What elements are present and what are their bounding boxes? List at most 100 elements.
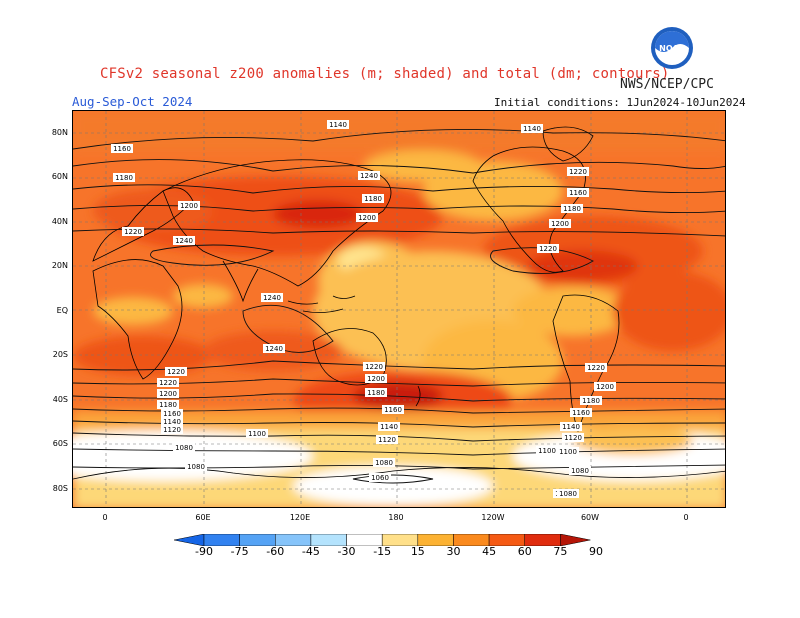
contour-label: 1240	[263, 344, 285, 353]
svg-text:1100: 1100	[559, 448, 577, 456]
svg-text:1060: 1060	[371, 474, 389, 482]
contour-label: 1140	[521, 124, 543, 133]
svg-text:1160: 1160	[163, 410, 181, 418]
svg-text:1080: 1080	[175, 444, 193, 452]
svg-text:1160: 1160	[572, 409, 590, 417]
svg-text:1160: 1160	[569, 189, 587, 197]
contour-label: 1200	[356, 213, 378, 222]
contour-label: 1160	[570, 408, 592, 417]
lon-label: 60W	[580, 513, 600, 522]
svg-text:1240: 1240	[263, 294, 281, 302]
colorbar-label: -45	[301, 545, 320, 558]
lon-label: 60E	[195, 513, 211, 522]
contour-label: 1240	[358, 171, 380, 180]
contour-labels: 1140 1140 1160 1180 1200 1220 1240 1180 …	[111, 120, 616, 498]
contour-label: 1200	[157, 389, 179, 398]
lat-label: 80S	[52, 484, 68, 493]
svg-text:1080: 1080	[375, 459, 393, 467]
contour-label: 1120	[562, 433, 584, 442]
lat-label: 60N	[51, 172, 68, 181]
noaa-logo: NOAA	[651, 27, 693, 69]
contour-label: 1140	[327, 120, 349, 129]
colorbar-cell	[560, 534, 591, 546]
colorbar-label: -60	[266, 545, 285, 558]
svg-text:1220: 1220	[365, 363, 383, 371]
svg-text:1200: 1200	[358, 214, 376, 222]
svg-text:1120: 1120	[378, 436, 396, 444]
svg-text:1240: 1240	[265, 345, 283, 353]
svg-text:1080: 1080	[187, 463, 205, 471]
svg-text:1240: 1240	[360, 172, 378, 180]
svg-text:1200: 1200	[367, 375, 385, 383]
lon-label: 120E	[289, 513, 311, 522]
contour-label: 1220	[165, 367, 187, 376]
contour-label: 1180	[580, 396, 602, 405]
contour-label: 1200	[365, 374, 387, 383]
agency-label: NWS/NCEP/CPC	[620, 77, 714, 92]
svg-text:1240: 1240	[175, 237, 193, 245]
colorbar-label: 15	[410, 545, 425, 558]
svg-text:1200: 1200	[159, 390, 177, 398]
lat-label: 40S	[52, 395, 68, 404]
contour-label: 1220	[122, 227, 144, 236]
svg-text:1160: 1160	[384, 406, 402, 414]
lat-label: 20N	[51, 261, 68, 270]
contour-label: 1200	[178, 201, 200, 210]
contour-label: 1140	[560, 422, 582, 431]
colorbar-label: 60	[517, 545, 532, 558]
colorbar-label: -90	[195, 545, 213, 558]
svg-text:1220: 1220	[124, 228, 142, 236]
svg-text:1220: 1220	[159, 379, 177, 387]
contour-label: 1220	[363, 362, 385, 371]
contour-label: 1160	[111, 144, 133, 153]
contour-label: 1080	[557, 489, 579, 498]
map-canvas: 1140 1140 1160 1180 1200 1220 1240 1180 …	[73, 111, 725, 507]
contour-label: 1180	[157, 400, 179, 409]
colorbar-label: -15	[373, 545, 392, 558]
colorbar-label: 45	[482, 545, 497, 558]
contour-label: 1080	[373, 458, 395, 467]
map-gridlines	[73, 111, 725, 507]
contour-label: 1100	[557, 447, 579, 456]
contour-label: 1180	[561, 204, 583, 213]
contour-label: 1220	[157, 378, 179, 387]
colorbar-label: -30	[337, 545, 356, 558]
lon-label: 120W	[481, 513, 505, 522]
contour-label: 1220	[585, 363, 607, 372]
contour-label: 1160	[161, 409, 183, 418]
svg-text:1100: 1100	[248, 430, 266, 438]
svg-text:1180: 1180	[115, 174, 133, 182]
contour-label: 1180	[113, 173, 135, 182]
contour-label: 1220	[567, 167, 589, 176]
colorbar-label: 90	[589, 545, 603, 558]
svg-text:1080: 1080	[571, 467, 589, 475]
contour-label: 1060	[369, 473, 391, 482]
svg-text:1140: 1140	[380, 423, 398, 431]
contour-label: 1140	[378, 422, 400, 431]
svg-text:1220: 1220	[587, 364, 605, 372]
svg-text:1080: 1080	[559, 490, 577, 498]
anomaly-map: 1140 1140 1160 1180 1200 1220 1240 1180 …	[72, 110, 726, 508]
svg-text:1140: 1140	[329, 121, 347, 129]
lat-label: 40N	[51, 217, 68, 226]
svg-text:1200: 1200	[596, 383, 614, 391]
initial-conditions: Initial conditions: 1Jun2024-10Jun2024	[494, 96, 746, 109]
svg-text:1120: 1120	[163, 426, 181, 434]
contour-label: 1100	[536, 446, 558, 455]
svg-text:1180: 1180	[582, 397, 600, 405]
lat-label: 20S	[52, 350, 68, 359]
contour-label: 1200	[594, 382, 616, 391]
svg-text:1160: 1160	[113, 145, 131, 153]
lon-label: 180	[388, 513, 404, 522]
svg-text:1200: 1200	[180, 202, 198, 210]
contour-label: 1220	[537, 244, 559, 253]
contour-label: 1120	[161, 425, 183, 434]
contour-label: 1180	[365, 388, 387, 397]
colorbar	[174, 534, 591, 546]
contour-label: 1080	[173, 443, 195, 452]
svg-text:1140: 1140	[523, 125, 541, 133]
svg-text:1220: 1220	[539, 245, 557, 253]
colorbar-label: 30	[446, 545, 461, 558]
contour-label: 1120	[376, 435, 398, 444]
lon-label: 0	[683, 513, 689, 522]
